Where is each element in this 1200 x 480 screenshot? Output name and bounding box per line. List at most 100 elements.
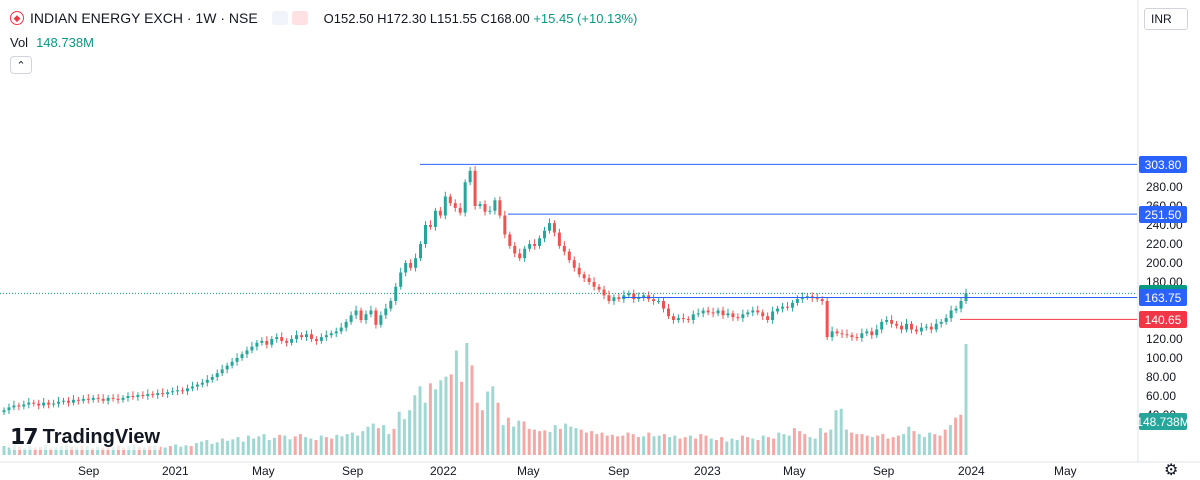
candle-body (399, 272, 403, 287)
gear-icon[interactable]: ⚙ (1164, 462, 1179, 479)
volume-bar (501, 425, 505, 455)
candle-body (776, 308, 780, 312)
volume-bar (194, 443, 198, 455)
symbol-toggles[interactable] (271, 11, 308, 25)
candle-body (870, 331, 874, 336)
candle-body (215, 373, 219, 377)
symbol-title[interactable]: INDIAN ENERGY EXCH · 1W · NSE (30, 10, 258, 26)
candle-body (577, 267, 581, 275)
wave-icon[interactable] (291, 11, 308, 25)
volume-bar (116, 445, 120, 455)
candle-body (240, 354, 244, 358)
tradingview-logo[interactable]: 𝟭𝟳 TradingView (10, 424, 161, 450)
candle-body (552, 223, 556, 233)
candle-body (374, 310, 378, 325)
volume-bar (454, 350, 458, 455)
candle-body (587, 278, 591, 282)
candle-body (443, 196, 447, 216)
candle-body (161, 393, 165, 395)
volume-bar (122, 447, 126, 455)
volume-bar (647, 432, 651, 455)
candle-body (42, 402, 46, 406)
volume-bar (252, 438, 256, 455)
volume-bar (756, 440, 760, 455)
currency-button[interactable]: INR (1144, 8, 1188, 30)
volume-bar (714, 440, 718, 455)
candle-body (86, 398, 90, 400)
chevron-up-icon: ⌃ (16, 59, 26, 72)
tradingview-logo-icon: 𝟭𝟳 (10, 424, 39, 449)
volume-bar (740, 435, 744, 455)
candle-body (354, 310, 358, 316)
candle-body (632, 293, 636, 300)
candle-body (895, 323, 899, 326)
candle-body (81, 398, 85, 401)
x-tick-label: Sep (78, 464, 100, 478)
candle-body (533, 244, 537, 246)
volume-bar (584, 432, 588, 455)
volume-bar (340, 436, 344, 455)
candle-body (746, 312, 750, 315)
candle-body (379, 315, 383, 325)
volume-bar (839, 408, 843, 455)
candle-body (919, 327, 923, 332)
volume-bar (772, 438, 776, 455)
x-tick-label: 2021 (162, 464, 189, 478)
candle-body (245, 350, 249, 355)
candle-body (12, 405, 16, 408)
volume-bar (657, 435, 661, 455)
volume-bar (543, 430, 547, 455)
candle-body (825, 301, 829, 338)
candle-body (101, 398, 105, 401)
candle-body (929, 326, 933, 330)
candle-body (761, 312, 765, 317)
candle-body (200, 382, 204, 385)
eye-icon[interactable] (271, 11, 288, 25)
volume-bar (886, 438, 890, 455)
candle-body (394, 286, 398, 301)
candle-body (126, 396, 130, 398)
volume-bar (943, 429, 947, 455)
candle-body (855, 337, 859, 339)
candle-body (612, 297, 616, 301)
volume-bar (616, 436, 620, 455)
candle-body (190, 386, 194, 389)
candle-body (116, 398, 120, 400)
volume-bar (184, 445, 188, 455)
volume-bar (262, 434, 266, 455)
volume-bar (522, 421, 526, 455)
price-change: +15.45 (+10.13%) (533, 10, 638, 26)
volume-bar (153, 445, 157, 455)
volume-bar (600, 432, 604, 455)
volume-bar (236, 437, 240, 455)
volume-bar (392, 428, 396, 455)
x-tick-label: Sep (873, 464, 895, 478)
candle-body (607, 295, 611, 301)
candle-body (265, 340, 269, 345)
volume-bar (163, 447, 167, 455)
volume-bar (813, 438, 817, 455)
volume-bar (304, 437, 308, 455)
volume-bar (610, 434, 614, 455)
volume-bar (189, 446, 193, 455)
candle-body (66, 400, 70, 403)
candle-body (781, 306, 785, 309)
volume-bar (408, 410, 412, 455)
candle-body (909, 323, 913, 330)
candle-body (721, 310, 725, 316)
collapse-legend-button[interactable]: ⌃ (10, 56, 32, 74)
volume-bar (210, 443, 214, 455)
candle-body (349, 315, 353, 322)
candle-body (304, 334, 308, 338)
volume-bar (928, 432, 932, 455)
volume-bar (850, 432, 854, 455)
candle-body (493, 200, 497, 211)
candle-body (483, 204, 487, 212)
volume-bar (548, 431, 552, 455)
candle-body (830, 331, 834, 338)
volume-bar (933, 434, 937, 455)
candle-body (652, 299, 656, 301)
candle-body (701, 310, 705, 314)
